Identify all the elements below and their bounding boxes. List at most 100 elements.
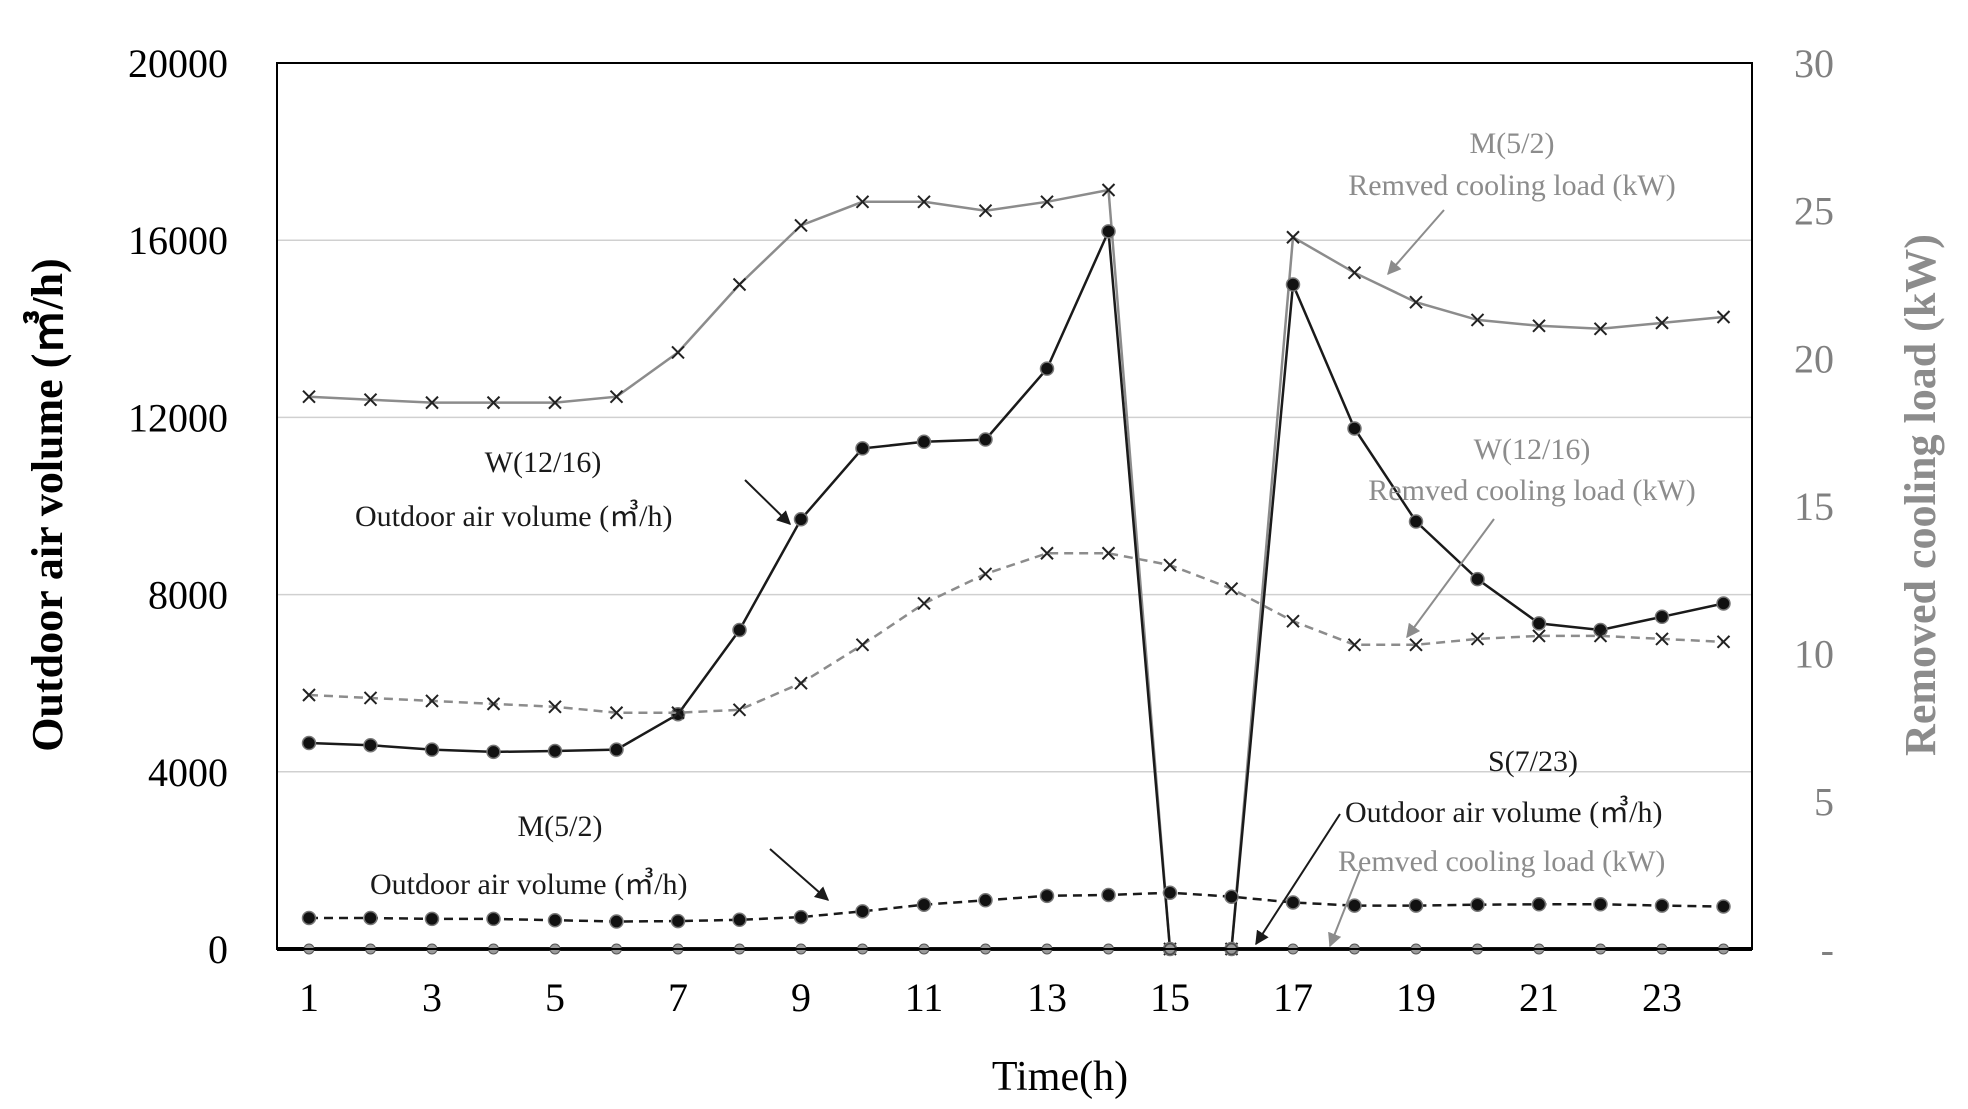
data-point — [1531, 616, 1547, 631]
data-point — [1716, 899, 1731, 914]
data-point — [1716, 635, 1731, 649]
series-line — [308, 226, 1724, 951]
data-point — [1101, 887, 1116, 903]
x-tick-label: 11 — [905, 975, 944, 1020]
data-point — [1408, 898, 1424, 913]
y-right-tick-label: 25 — [1794, 189, 1834, 234]
data-point — [1040, 546, 1054, 560]
data-point — [1347, 638, 1362, 652]
data-point — [732, 622, 747, 638]
annotation-w-cooling-label: Remved cooling load (kW) — [1368, 474, 1695, 507]
data-point — [916, 434, 932, 450]
data-point — [486, 697, 501, 711]
y-right-tick-label: 5 — [1814, 779, 1834, 824]
x-tick-label: 3 — [422, 975, 442, 1020]
data-point — [1655, 316, 1669, 330]
data-point — [302, 688, 316, 702]
annotation-s-title: S(7/23) — [1488, 745, 1578, 778]
x-tick-label: 15 — [1150, 975, 1190, 1020]
data-point — [425, 694, 439, 708]
data-point — [670, 913, 686, 929]
y-left-tick-label: 4000 — [148, 750, 228, 795]
y-left-tick-label: 8000 — [148, 573, 228, 618]
data-point — [302, 390, 316, 404]
data-point — [1162, 885, 1178, 900]
data-point — [671, 706, 685, 720]
data-point — [1040, 195, 1054, 209]
annotation-w-cooling-title: W(12/16) — [1474, 433, 1591, 466]
data-point — [855, 638, 870, 652]
annotation-w-air-title: W(12/16) — [485, 446, 602, 479]
y-left-tick-label: 20000 — [128, 41, 228, 86]
data-point — [1593, 322, 1608, 336]
arrow-w-air — [744, 479, 792, 525]
data-point — [732, 703, 747, 717]
y-axis-right-title: Removed cooling load (kW) — [1896, 234, 1945, 756]
data-point — [1101, 546, 1116, 560]
data-point — [732, 277, 747, 292]
x-tick-label: 9 — [791, 975, 811, 1020]
data-point — [1532, 629, 1546, 643]
data-point — [1286, 614, 1300, 628]
x-tick-label: 23 — [1642, 975, 1682, 1020]
data-point — [794, 676, 808, 690]
annotation-m-air-label: Outdoor air volume (㎥/h) — [370, 868, 687, 901]
data-point — [1286, 230, 1300, 244]
data-point — [978, 432, 993, 447]
data-point — [1224, 889, 1239, 904]
data-point — [1101, 183, 1116, 197]
x-tick-label: 5 — [545, 975, 565, 1020]
data-point — [547, 743, 563, 759]
y-right-tick-label: 10 — [1794, 632, 1834, 677]
series-line — [308, 552, 1724, 714]
y-axis-left-title: Outdoor air volume (㎥/h) — [22, 258, 72, 751]
y-left-tick-label: 16000 — [128, 218, 228, 263]
arrow-w-cooling — [1406, 518, 1495, 639]
gridlines — [277, 239, 1752, 951]
data-point — [793, 909, 809, 925]
data-point — [1409, 638, 1423, 652]
data-point — [1347, 265, 1362, 280]
plot-frame — [276, 62, 1753, 950]
y-right-tick-label: 15 — [1794, 484, 1834, 529]
y-right-tick-label: 30 — [1794, 41, 1834, 86]
data-point — [1163, 558, 1177, 572]
series-3 — [301, 885, 1731, 929]
data-point — [424, 742, 440, 757]
data-point — [1470, 313, 1485, 327]
data-point — [486, 395, 501, 410]
x-tick-label: 21 — [1519, 975, 1559, 1020]
data-point — [916, 897, 932, 912]
arrow-s-cooling — [1328, 869, 1361, 948]
series-line — [308, 188, 1724, 951]
data-point — [1593, 897, 1608, 912]
data-point — [670, 706, 686, 722]
data-point — [1285, 895, 1301, 910]
data-point — [917, 596, 931, 611]
data-point — [1039, 361, 1055, 376]
data-point — [1532, 319, 1546, 333]
x-tick-label: 1 — [299, 975, 319, 1020]
data-point — [1224, 581, 1239, 596]
data-point — [424, 911, 440, 927]
data-point — [1470, 897, 1485, 912]
data-point — [425, 395, 439, 410]
data-point — [609, 742, 624, 757]
data-point — [301, 910, 317, 926]
data-point — [978, 893, 993, 908]
data-point — [301, 735, 317, 751]
data-point — [855, 441, 870, 456]
data-point — [1655, 632, 1669, 646]
arrow-s-air — [1255, 813, 1341, 946]
data-point — [855, 195, 870, 209]
data-point — [732, 912, 747, 928]
data-point — [855, 904, 870, 919]
series-line — [309, 891, 1724, 923]
x-tick-label: 7 — [668, 975, 688, 1020]
data-point — [609, 390, 624, 404]
annotation-m-air-title: M(5/2) — [518, 810, 603, 843]
y-left-tick-label: 0 — [208, 927, 228, 972]
data-point — [548, 395, 562, 410]
data-point — [363, 691, 378, 705]
series-2 — [302, 546, 1731, 720]
